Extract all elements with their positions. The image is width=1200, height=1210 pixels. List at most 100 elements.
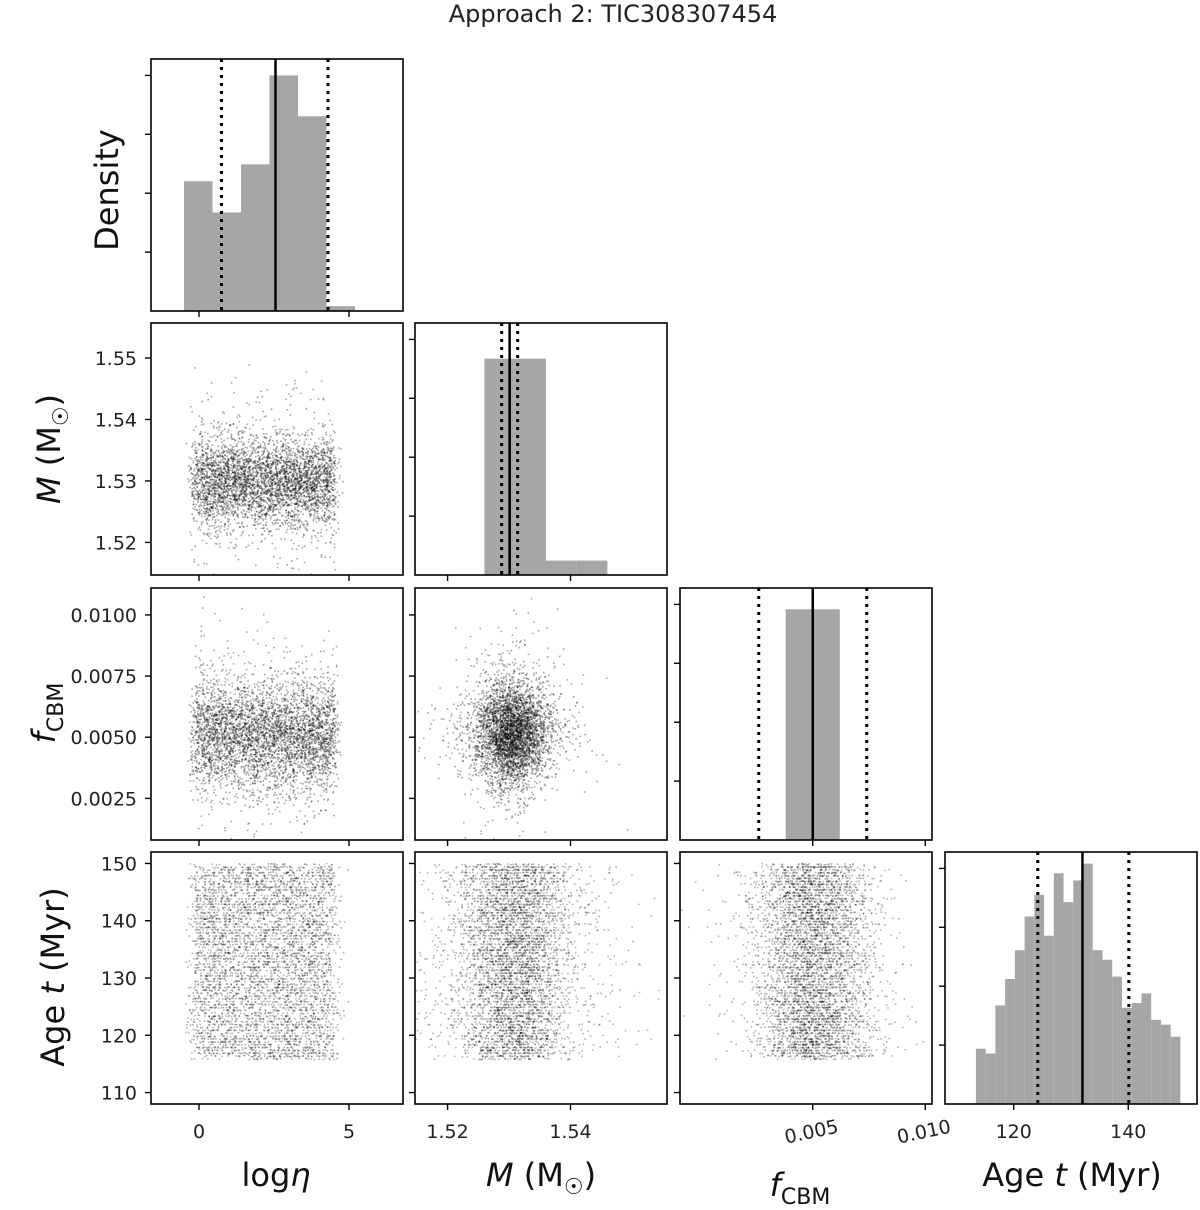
scatter-point bbox=[199, 456, 201, 458]
scatter-point bbox=[290, 528, 292, 530]
scatter-point bbox=[308, 510, 311, 513]
scatter-point bbox=[324, 484, 327, 487]
scatter-point bbox=[271, 488, 273, 491]
scatter-point bbox=[196, 460, 199, 463]
scatter-point bbox=[308, 505, 310, 508]
scatter-point bbox=[296, 478, 299, 480]
scatter-point bbox=[318, 500, 320, 503]
scatter-point bbox=[214, 470, 216, 472]
scatter-point bbox=[324, 470, 326, 473]
scatter-point bbox=[244, 466, 247, 468]
scatter-point bbox=[285, 509, 287, 512]
scatter-point bbox=[214, 751, 216, 753]
scatter-point bbox=[290, 471, 292, 473]
scatter-point bbox=[226, 471, 228, 473]
scatter-point bbox=[220, 468, 222, 470]
scatter-point bbox=[208, 482, 211, 485]
scatter-point bbox=[230, 783, 233, 785]
scatter-point bbox=[222, 467, 225, 470]
scatter-point bbox=[206, 456, 208, 459]
scatter-point bbox=[276, 495, 279, 497]
scatter-point bbox=[207, 532, 209, 535]
scatter-point bbox=[309, 769, 312, 772]
scatter-point bbox=[302, 498, 305, 501]
scatter-point bbox=[282, 499, 285, 501]
scatter-point bbox=[294, 485, 297, 487]
scatter-point bbox=[281, 505, 284, 508]
scatter-point bbox=[297, 738, 299, 741]
scatter-point bbox=[238, 494, 241, 497]
scatter-point bbox=[240, 489, 243, 492]
scatter-point bbox=[208, 493, 211, 495]
scatter-point bbox=[194, 440, 196, 443]
scatter-point bbox=[217, 492, 219, 495]
scatter-point bbox=[214, 492, 216, 495]
scatter-point bbox=[337, 505, 339, 508]
scatter-point bbox=[209, 449, 212, 452]
scatter-point bbox=[261, 462, 264, 465]
scatter-point bbox=[209, 475, 212, 477]
scatter-point bbox=[249, 472, 252, 474]
scatter-point bbox=[242, 509, 245, 511]
scatter-point bbox=[303, 458, 306, 461]
scatter-point bbox=[303, 440, 306, 443]
scatter-point bbox=[244, 490, 247, 493]
scatter-point bbox=[249, 466, 251, 468]
scatter-point bbox=[293, 488, 295, 490]
scatter-point bbox=[273, 477, 276, 480]
scatter-point bbox=[195, 455, 198, 458]
scatter-point bbox=[256, 483, 259, 486]
scatter-point bbox=[203, 669, 206, 671]
scatter-point bbox=[205, 519, 208, 522]
scatter-point bbox=[273, 739, 276, 741]
scatter-point bbox=[264, 720, 266, 722]
scatter-point bbox=[313, 411, 316, 414]
scatter-point bbox=[230, 449, 233, 452]
scatter-point bbox=[188, 469, 191, 472]
scatter-point bbox=[324, 493, 326, 495]
scatter-point bbox=[327, 500, 330, 502]
scatter-point bbox=[212, 733, 215, 736]
scatter-point bbox=[267, 499, 270, 502]
scatter-point bbox=[288, 393, 290, 395]
scatter-point bbox=[197, 496, 200, 498]
scatter-point bbox=[323, 512, 326, 514]
scatter-point bbox=[326, 496, 328, 499]
scatter-point bbox=[310, 491, 313, 494]
scatter-point bbox=[276, 476, 278, 478]
scatter-point bbox=[275, 742, 278, 745]
scatter-point bbox=[207, 482, 210, 485]
scatter-point bbox=[220, 474, 223, 476]
scatter-point bbox=[294, 443, 297, 445]
scatter-point bbox=[261, 720, 263, 723]
scatter-point bbox=[312, 482, 315, 484]
scatter-point bbox=[278, 502, 281, 504]
scatter-point bbox=[223, 317, 225, 319]
scatter-point bbox=[226, 505, 229, 508]
scatter-point bbox=[300, 472, 302, 474]
scatter-point bbox=[245, 492, 247, 494]
scatter-point bbox=[228, 451, 230, 454]
scatter-point bbox=[247, 467, 250, 470]
scatter-point bbox=[296, 491, 298, 494]
scatter-point bbox=[205, 476, 208, 478]
scatter-point bbox=[303, 482, 306, 485]
scatter-point bbox=[294, 488, 297, 490]
scatter-point bbox=[286, 528, 289, 531]
scatter-point bbox=[263, 451, 265, 453]
scatter-point bbox=[225, 512, 228, 514]
scatter-point bbox=[311, 482, 314, 485]
scatter-point bbox=[310, 461, 313, 464]
scatter-point bbox=[265, 749, 267, 751]
scatter-point bbox=[263, 735, 266, 737]
scatter-point bbox=[255, 744, 258, 747]
scatter-point bbox=[201, 446, 203, 448]
scatter-point bbox=[235, 451, 238, 453]
scatter-point bbox=[312, 489, 315, 492]
scatter-point bbox=[267, 454, 269, 457]
scatter-point bbox=[191, 446, 193, 448]
hist-bar-logeta bbox=[326, 306, 355, 311]
scatter-point bbox=[212, 506, 214, 509]
scatter-point bbox=[302, 690, 305, 693]
scatter-point bbox=[305, 508, 307, 510]
